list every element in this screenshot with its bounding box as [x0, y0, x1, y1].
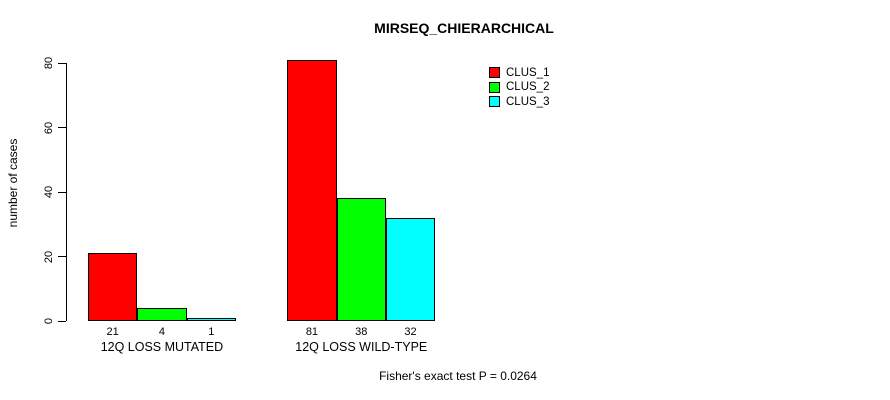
- y-axis-tick-label: 40: [43, 185, 55, 199]
- y-axis-tick: [58, 127, 66, 128]
- bar-clus_2-1: [137, 308, 187, 321]
- bar-value-label: 32: [404, 326, 417, 338]
- y-axis-title: number of cases: [6, 138, 20, 228]
- bar-clus_3-2: [385, 217, 436, 321]
- legend-row: CLUS_1: [489, 64, 549, 79]
- y-axis-tick: [58, 320, 66, 322]
- fisher-test-annotation: Fisher's exact test P = 0.0264: [379, 369, 537, 383]
- legend-row: CLUS_3: [489, 93, 549, 108]
- chart-title: MIRSEQ_CHIERARCHICAL: [374, 20, 554, 36]
- bar-value-label: 4: [158, 326, 165, 338]
- bar-clus_2-2: [336, 198, 386, 321]
- legend: CLUS_1 CLUS_2 CLUS_3: [489, 64, 549, 108]
- category-label: 12Q LOSS WILD-TYPE: [295, 340, 428, 354]
- legend-label: CLUS_3: [506, 95, 550, 108]
- legend-swatch-clus_1: [489, 67, 500, 79]
- y-axis-tick-label: 0: [43, 317, 55, 325]
- bar-value-label: 81: [305, 326, 319, 338]
- legend-swatch-clus_2: [489, 81, 500, 93]
- bar-clus_1-2: [287, 59, 337, 321]
- y-axis-line: [66, 63, 67, 321]
- y-axis-tick-label: 80: [43, 56, 55, 70]
- y-axis-tick-label: 20: [43, 250, 55, 263]
- y-axis-tick: [58, 256, 66, 257]
- legend-swatch-clus_3: [489, 96, 500, 108]
- category-label: 12Q LOSS MUTATED: [100, 340, 224, 354]
- bar-value-label: 1: [208, 326, 215, 338]
- legend-label: CLUS_1: [506, 66, 550, 79]
- y-axis-tick: [58, 191, 66, 193]
- bar-value-label: 21: [106, 326, 119, 338]
- bar-clus_1-1: [88, 253, 138, 321]
- y-axis-tick: [58, 62, 66, 64]
- legend-label: CLUS_2: [506, 81, 550, 94]
- bar-clus_3-1: [186, 317, 236, 321]
- legend-row: CLUS_2: [489, 79, 550, 94]
- y-axis-tick-label: 60: [43, 121, 55, 134]
- bar-value-label: 38: [355, 326, 368, 338]
